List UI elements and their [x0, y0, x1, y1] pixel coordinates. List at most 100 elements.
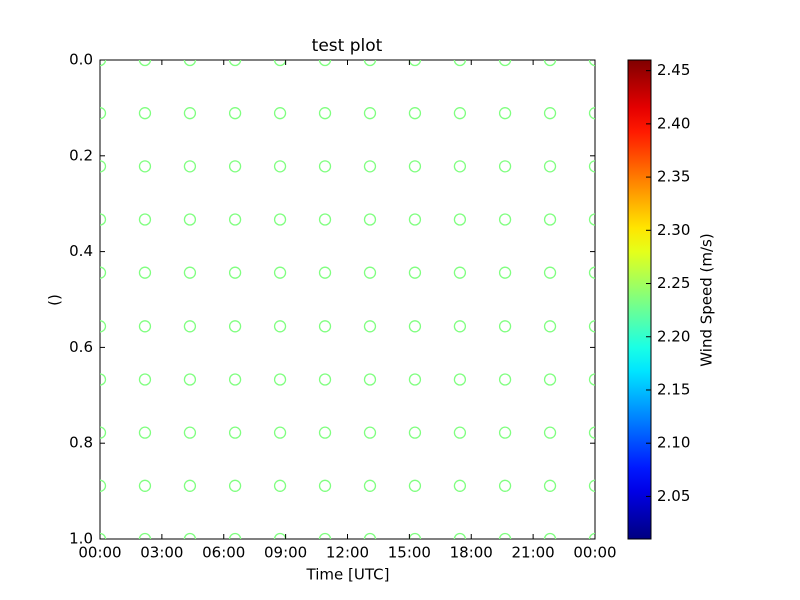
point: [318, 479, 332, 492]
point: [588, 266, 595, 279]
point: [273, 426, 287, 439]
point: [453, 373, 467, 386]
point: [453, 479, 467, 492]
point: [138, 266, 152, 279]
point: [318, 426, 332, 439]
point: [138, 107, 152, 120]
x-tick-label: 00:00: [78, 544, 121, 562]
colorbar-tick-label: 2.45: [657, 61, 690, 79]
point: [183, 426, 197, 439]
point: [138, 160, 152, 173]
point: [100, 266, 107, 279]
point: [273, 373, 287, 386]
point: [100, 107, 107, 120]
point: [498, 479, 512, 492]
point: [273, 532, 287, 539]
point: [363, 373, 377, 386]
point: [273, 160, 287, 173]
point: [100, 320, 107, 333]
point: [318, 373, 332, 386]
point: [138, 213, 152, 226]
colorbar-label: Wind Speed (m/s): [698, 233, 716, 366]
points: [100, 60, 595, 539]
point: [588, 426, 595, 439]
point: [498, 320, 512, 333]
point: [100, 213, 107, 226]
point: [318, 266, 332, 279]
point: [363, 213, 377, 226]
point: [228, 479, 242, 492]
point: [228, 266, 242, 279]
x-axis-label: Time [UTC]: [306, 566, 390, 584]
point: [100, 426, 107, 439]
x-tick-label: 03:00: [140, 544, 183, 562]
y-tick-label: 0.6: [69, 338, 93, 356]
point: [363, 60, 377, 67]
y-tick-label: 0.2: [69, 146, 93, 164]
point: [138, 532, 152, 539]
point: [228, 320, 242, 333]
point: [138, 479, 152, 492]
point: [363, 266, 377, 279]
point: [453, 213, 467, 226]
point: [408, 60, 422, 67]
x-tick-label: 00:00: [573, 544, 616, 562]
colorbar-tick-label: 2.15: [657, 380, 690, 398]
point: [408, 266, 422, 279]
x-tick-label: 09:00: [264, 544, 307, 562]
point: [363, 532, 377, 539]
colorbar-tick-label: 2.40: [657, 114, 690, 132]
point: [363, 107, 377, 120]
point: [408, 479, 422, 492]
x-tick-label: 18:00: [450, 544, 493, 562]
y-tick-label: 1.0: [69, 530, 93, 548]
point: [543, 160, 557, 173]
point: [453, 532, 467, 539]
point: [138, 426, 152, 439]
point: [408, 213, 422, 226]
point: [498, 373, 512, 386]
point: [100, 479, 107, 492]
point: [228, 532, 242, 539]
point: [453, 320, 467, 333]
point: [588, 479, 595, 492]
x-tick-label: 15:00: [388, 544, 431, 562]
point: [318, 60, 332, 67]
point: [498, 213, 512, 226]
point: [453, 107, 467, 120]
point: [453, 426, 467, 439]
point: [273, 107, 287, 120]
colorbar-tick-label: 2.05: [657, 487, 690, 505]
point: [228, 160, 242, 173]
colorbar-tick-label: 2.35: [657, 168, 690, 186]
y-tick-label: 0.8: [69, 434, 93, 452]
point: [228, 426, 242, 439]
point: [273, 213, 287, 226]
point: [408, 532, 422, 539]
point: [273, 320, 287, 333]
colorbar: [628, 60, 651, 539]
point: [543, 426, 557, 439]
point: [408, 320, 422, 333]
point: [543, 320, 557, 333]
point: [318, 107, 332, 120]
point: [273, 479, 287, 492]
point: [183, 213, 197, 226]
point: [498, 426, 512, 439]
point: [228, 107, 242, 120]
point: [408, 426, 422, 439]
y-tick-label: 0.4: [69, 242, 93, 260]
point: [183, 266, 197, 279]
y-axis-label: (): [46, 294, 64, 306]
point: [183, 320, 197, 333]
x-tick-label: 12:00: [326, 544, 369, 562]
point: [498, 107, 512, 120]
point: [588, 160, 595, 173]
point: [588, 213, 595, 226]
point: [543, 479, 557, 492]
point: [138, 60, 152, 67]
point: [543, 373, 557, 386]
